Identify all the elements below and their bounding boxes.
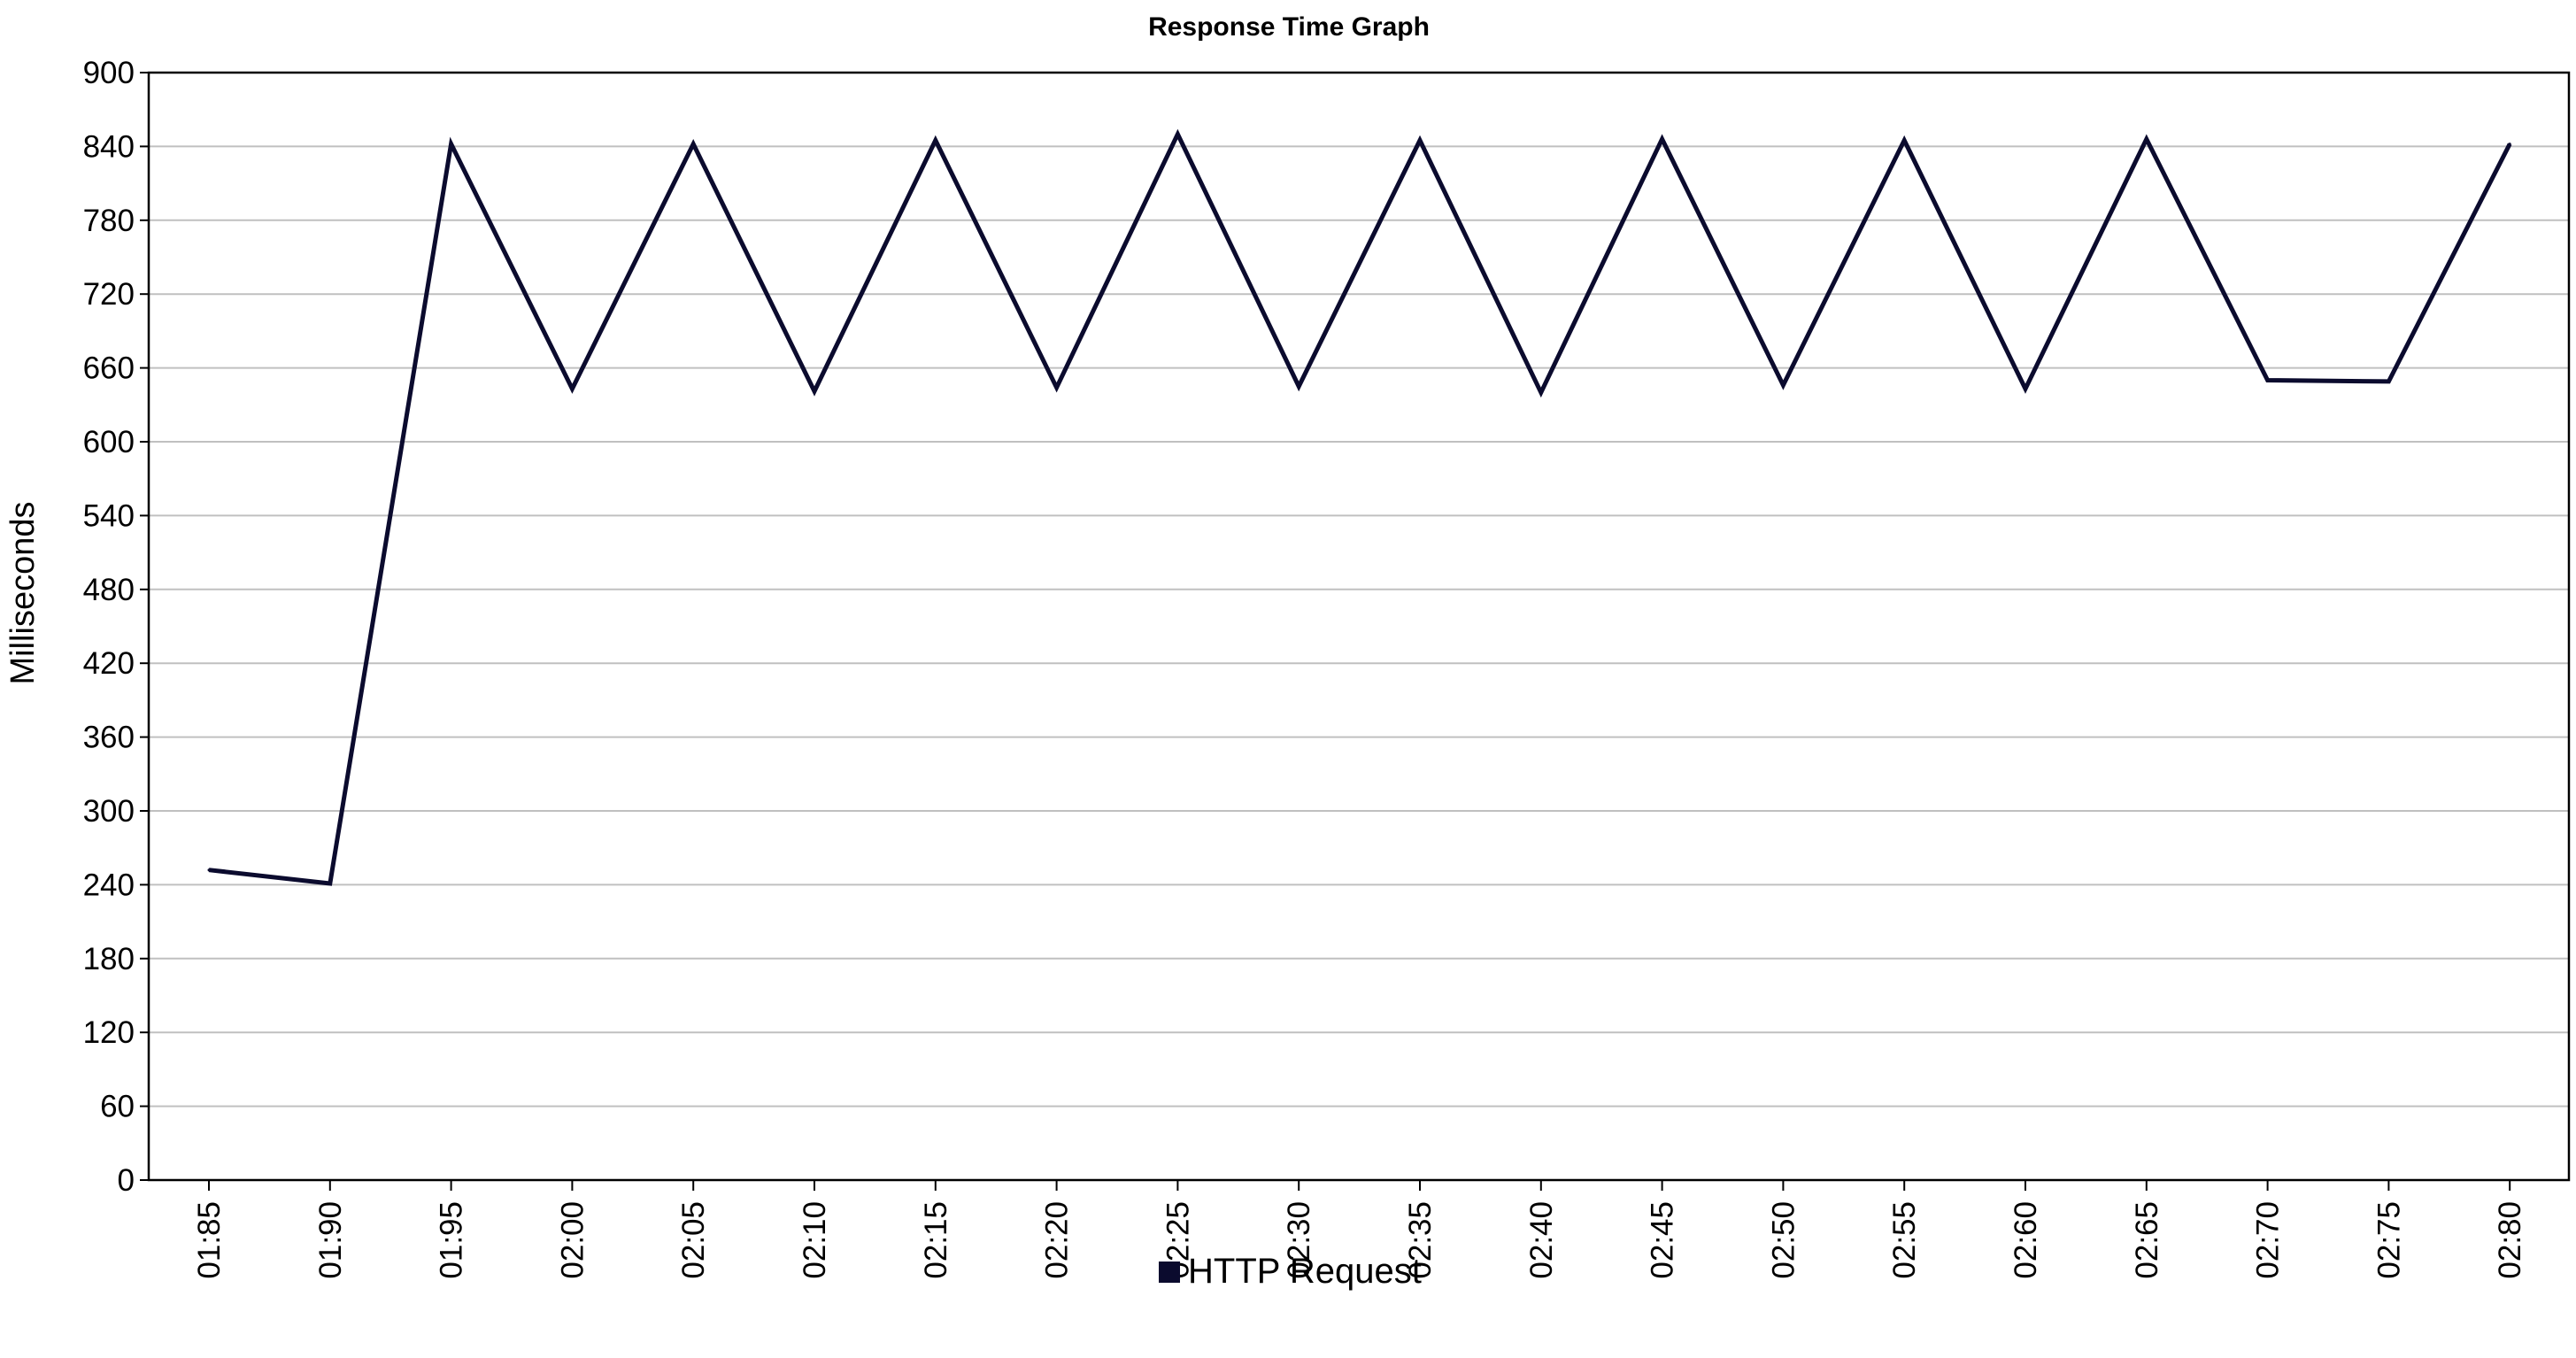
- y-tick-label-660: 660: [83, 351, 135, 386]
- data-point-0-7: [1055, 386, 1059, 390]
- y-axis-ticks: 0 60 120 180 240 300 360 420 480 540 600 660 720 780 8…: [83, 56, 149, 1198]
- chart-title: Response Time Graph: [1148, 12, 1430, 42]
- y-tick-label-900: 900: [83, 56, 135, 90]
- data-point-0-16: [2145, 137, 2148, 141]
- data-point-0-8: [1176, 133, 1179, 135]
- x-tick-label-17: 02:70: [2251, 1201, 2286, 1279]
- data-point-0-13: [1781, 383, 1785, 387]
- y-tick-label-780: 780: [83, 204, 135, 238]
- x-tick-label-4: 02:05: [676, 1201, 711, 1279]
- data-point-0-0: [207, 868, 211, 872]
- x-tick-label-16: 02:65: [2130, 1201, 2164, 1279]
- legend-label-http-request: HTTP Request: [1188, 1252, 1422, 1291]
- y-tick-label-360: 360: [83, 721, 135, 755]
- data-point-0-12: [1661, 137, 1664, 141]
- data-point-0-11: [1539, 390, 1543, 394]
- data-point-0-2: [450, 143, 453, 146]
- data-point-0-10: [1418, 138, 1422, 142]
- x-tick-label-0: 01:85: [192, 1201, 227, 1279]
- x-tick-label-10: 02:35: [1403, 1201, 1438, 1279]
- legend: HTTP Request: [1159, 1252, 1422, 1291]
- y-tick-label-60: 60: [100, 1090, 135, 1124]
- y-tick-label-420: 420: [83, 646, 135, 681]
- x-tick-label-3: 02:00: [555, 1201, 590, 1279]
- y-tick-label-0: 0: [118, 1163, 135, 1198]
- data-point-0-4: [691, 143, 695, 146]
- y-tick-label-300: 300: [83, 794, 135, 829]
- data-point-0-9: [1297, 384, 1300, 388]
- x-tick-label-7: 02:20: [1040, 1201, 1075, 1279]
- x-tick-label-5: 02:10: [798, 1201, 832, 1279]
- y-axis-label: Milliseconds: [4, 502, 42, 685]
- data-point-0-1: [328, 882, 332, 885]
- y-tick-label-540: 540: [83, 498, 135, 533]
- y-tick-label-240: 240: [83, 868, 135, 902]
- series-group: [207, 128, 2512, 886]
- data-point-0-18: [2387, 380, 2390, 383]
- y-tick-label-840: 840: [83, 129, 135, 164]
- x-tick-label-13: 02:50: [1766, 1201, 1801, 1279]
- x-axis-ticks: 01:85 01:90 01:95 02:00 02:05 02:10 02:15 02:20…: [192, 1180, 2527, 1279]
- data-point-0-17: [2266, 379, 2270, 382]
- data-point-0-3: [570, 387, 574, 390]
- x-tick-label-1: 01:90: [313, 1201, 348, 1279]
- legend-swatch-http-request: [1159, 1262, 1180, 1283]
- y-tick-label-720: 720: [83, 277, 135, 312]
- y-tick-label-480: 480: [83, 573, 135, 607]
- series-line-0: [208, 128, 2512, 886]
- y-tick-label-120: 120: [83, 1015, 135, 1050]
- gridlines: [149, 145, 2569, 1107]
- x-tick-label-14: 02:55: [1887, 1201, 1922, 1279]
- y-tick-label-600: 600: [83, 425, 135, 459]
- data-point-0-19: [2508, 143, 2511, 146]
- data-point-0-6: [934, 138, 937, 142]
- x-tick-label-19: 02:80: [2493, 1201, 2527, 1279]
- x-tick-label-15: 02:60: [2009, 1201, 2043, 1279]
- data-point-0-5: [813, 390, 816, 393]
- data-point-0-14: [1902, 138, 1906, 142]
- plot-area-border: [147, 71, 2571, 1182]
- data-point-0-15: [2024, 387, 2027, 390]
- x-tick-label-6: 02:15: [919, 1201, 953, 1279]
- x-tick-label-9: 02:30: [1282, 1201, 1316, 1279]
- x-tick-label-18: 02:75: [2372, 1201, 2406, 1279]
- x-tick-label-12: 02:45: [1646, 1201, 1680, 1279]
- x-tick-label-2: 01:95: [435, 1201, 469, 1279]
- y-tick-label-180: 180: [83, 942, 135, 976]
- x-tick-label-11: 02:40: [1524, 1201, 1559, 1279]
